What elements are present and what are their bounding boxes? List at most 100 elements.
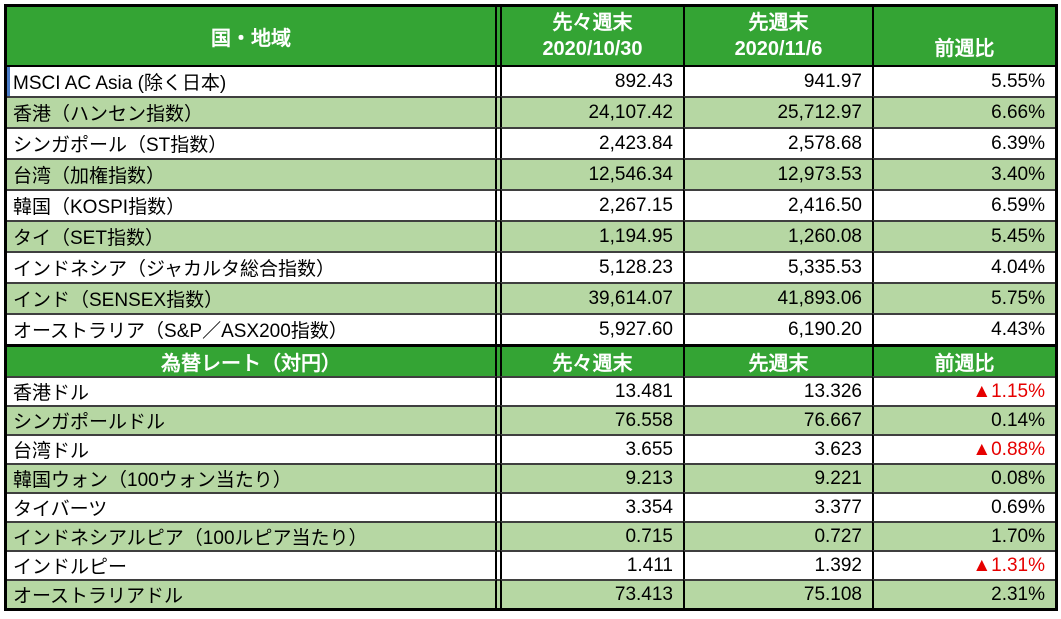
prev2-value: 892.43	[500, 65, 683, 96]
row-label: 香港ドル	[7, 376, 497, 405]
prev1-value: 1.392	[683, 550, 872, 579]
table-row: インド（SENSEX指数） 39,614.07 41,893.06 5.75%	[7, 282, 1055, 313]
prev2-value: 1,194.95	[500, 220, 683, 251]
table-row: オーストラリア（S&P／ASX200指数） 5,927.60 6,190.20 …	[7, 313, 1055, 344]
row-label: 韓国ウォン（100ウォン当たり）	[7, 463, 497, 492]
wow-change-header: 前週比	[872, 7, 1055, 65]
row-label: 台湾（加権指数）	[7, 158, 497, 189]
country-region-header: 国・地域	[7, 7, 497, 65]
column-gap	[497, 405, 500, 434]
table-row: タイ（SET指数） 1,194.95 1,260.08 5.45%	[7, 220, 1055, 251]
column-gap	[497, 7, 500, 65]
row-label: インドネシア（ジャカルタ総合指数）	[7, 251, 497, 282]
column-gap	[497, 65, 500, 96]
change-value: 4.43%	[872, 313, 1055, 344]
prev1-value: 76.667	[683, 405, 872, 434]
table-row: 香港（ハンセン指数） 24,107.42 25,712.97 6.66%	[7, 96, 1055, 127]
prev2-value: 12,546.34	[500, 158, 683, 189]
table-row: インドネシアルピア（100ルピア当たり） 0.715 0.727 1.70%	[7, 521, 1055, 550]
prev1-value: 9.221	[683, 463, 872, 492]
change-value: 1.70%	[872, 521, 1055, 550]
change-value: 6.59%	[872, 189, 1055, 220]
column-gap	[497, 220, 500, 251]
column-gap	[497, 579, 500, 608]
prev1-value: 941.97	[683, 65, 872, 96]
fx-header: 為替レート（対円） 先々週末 先週末 前週比	[7, 344, 1055, 376]
column-gap	[497, 158, 500, 189]
fx-last-week-header: 先週末	[683, 344, 872, 376]
change-value: 0.14%	[872, 405, 1055, 434]
row-label: タイ（SET指数）	[7, 220, 497, 251]
column-gap	[497, 96, 500, 127]
fx-header-row: 為替レート（対円） 先々週末 先週末 前週比	[7, 344, 1055, 376]
column-gap	[497, 127, 500, 158]
week-before-last-header: 先々週末 2020/10/30	[500, 7, 683, 65]
prev2-value: 76.558	[500, 405, 683, 434]
change-value: 6.39%	[872, 127, 1055, 158]
column-gap	[497, 521, 500, 550]
change-value: 0.69%	[872, 492, 1055, 521]
prev2-value: 2,423.84	[500, 127, 683, 158]
last-week-header: 先週末 2020/11/6	[683, 7, 872, 65]
prev1-value: 12,973.53	[683, 158, 872, 189]
indices-header: 国・地域 先々週末 2020/10/30 先週末 2020/11/6 前週比	[7, 7, 1055, 65]
table-row: インドネシア（ジャカルタ総合指数） 5,128.23 5,335.53 4.04…	[7, 251, 1055, 282]
change-value: ▲0.88%	[872, 434, 1055, 463]
prev1-value: 3.377	[683, 492, 872, 521]
table-row: 香港ドル 13.481 13.326 ▲1.15%	[7, 376, 1055, 405]
prev1-value: 41,893.06	[683, 282, 872, 313]
table-row: シンガポールドル 76.558 76.667 0.14%	[7, 405, 1055, 434]
prev2-value: 3.655	[500, 434, 683, 463]
row-label: インド（SENSEX指数）	[7, 282, 497, 313]
last-week-date: 2020/11/6	[734, 38, 823, 60]
fx-wow-change-header: 前週比	[872, 344, 1055, 376]
table-row: インドルピー 1.411 1.392 ▲1.31%	[7, 550, 1055, 579]
prev1-value: 0.727	[683, 521, 872, 550]
week-before-last-date: 2020/10/30	[542, 38, 643, 60]
table-row: MSCI AC Asia (除く日本) 892.43 941.97 5.55%	[7, 65, 1055, 96]
header-row: 国・地域 先々週末 2020/10/30 先週末 2020/11/6 前週比	[7, 7, 1055, 65]
row-label: シンガポール（ST指数）	[7, 127, 497, 158]
row-label: オーストラリア（S&P／ASX200指数）	[7, 313, 497, 344]
change-value: 0.08%	[872, 463, 1055, 492]
row-label: 香港（ハンセン指数）	[7, 96, 497, 127]
column-gap	[497, 282, 500, 313]
fx-rows: 香港ドル 13.481 13.326 ▲1.15% シンガポールドル 76.55…	[7, 376, 1055, 608]
prev1-value: 1,260.08	[683, 220, 872, 251]
prev1-value: 13.326	[683, 376, 872, 405]
prev2-value: 24,107.42	[500, 96, 683, 127]
row-label: 台湾ドル	[7, 434, 497, 463]
change-value: 5.55%	[872, 65, 1055, 96]
column-gap	[497, 313, 500, 344]
change-value: 2.31%	[872, 579, 1055, 608]
table-row: オーストラリアドル 73.413 75.108 2.31%	[7, 579, 1055, 608]
prev1-value: 75.108	[683, 579, 872, 608]
row-label: オーストラリアドル	[7, 579, 497, 608]
prev2-value: 1.411	[500, 550, 683, 579]
column-gap	[497, 492, 500, 521]
fx-title: 為替レート（対円）	[7, 344, 497, 376]
prev2-value: 0.715	[500, 521, 683, 550]
column-gap	[497, 376, 500, 405]
prev1-value: 3.623	[683, 434, 872, 463]
prev1-value: 2,416.50	[683, 189, 872, 220]
table-row: 韓国ウォン（100ウォン当たり） 9.213 9.221 0.08%	[7, 463, 1055, 492]
prev2-value: 39,614.07	[500, 282, 683, 313]
prev2-value: 5,128.23	[500, 251, 683, 282]
prev1-value: 25,712.97	[683, 96, 872, 127]
row-label: タイバーツ	[7, 492, 497, 521]
column-gap	[497, 463, 500, 492]
column-gap	[497, 189, 500, 220]
row-label: インドネシアルピア（100ルピア当たり）	[7, 521, 497, 550]
prev1-value: 6,190.20	[683, 313, 872, 344]
table-row: 韓国（KOSPI指数） 2,267.15 2,416.50 6.59%	[7, 189, 1055, 220]
prev1-value: 5,335.53	[683, 251, 872, 282]
markets-table: 国・地域 先々週末 2020/10/30 先週末 2020/11/6 前週比 M…	[7, 7, 1055, 608]
row-label: 韓国（KOSPI指数）	[7, 189, 497, 220]
prev2-value: 3.354	[500, 492, 683, 521]
prev2-value: 9.213	[500, 463, 683, 492]
row-label: MSCI AC Asia (除く日本)	[7, 65, 497, 96]
change-value: 5.45%	[872, 220, 1055, 251]
row-label: インドルピー	[7, 550, 497, 579]
